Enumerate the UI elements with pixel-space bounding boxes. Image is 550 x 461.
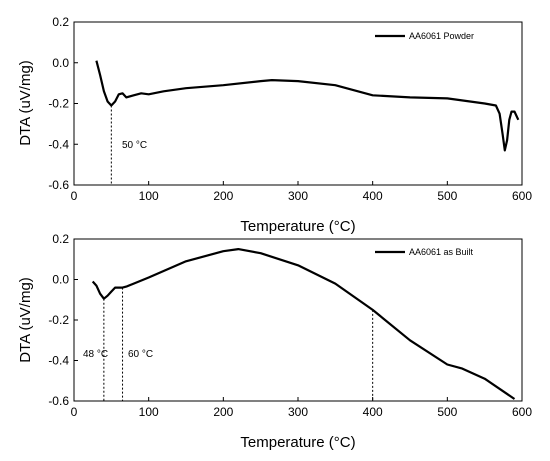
annotations: [103, 287, 374, 401]
x-tick-label: 200: [213, 405, 233, 419]
plot-frame: [73, 238, 523, 402]
x-tick-label: 0: [71, 405, 78, 419]
annotation-label-50: 50 °C: [122, 140, 147, 151]
series-line-powder: [95, 60, 520, 152]
y-axis-title: DTA (uV/mg): [17, 277, 34, 363]
y-axis-title: DTA (uV/mg): [17, 60, 34, 146]
x-tick-label: 0: [71, 189, 78, 203]
y-tick-label: 0.0: [52, 56, 69, 70]
legend: AA6061 Powder: [375, 31, 474, 41]
x-tick-label: 300: [288, 405, 308, 419]
y-tick-label: -0.2: [48, 97, 69, 111]
x-tick-label: 500: [437, 405, 457, 419]
y-tick-label: 0.0: [52, 273, 69, 287]
dta-powder-chart: 0 100 200 300 400 500 600 0.2 0.0 -0.2 -0.4 -0.6 AA…: [17, 15, 532, 235]
y-tick-label: -0.6: [48, 394, 69, 408]
series-line-as-built: [91, 248, 516, 400]
y-tick-label: -0.6: [48, 178, 69, 192]
y-tick-label: -0.4: [48, 137, 69, 151]
annotation-label-60: 60 °C: [128, 349, 153, 360]
x-tick-label: 600: [512, 189, 532, 203]
annotation-label-48: 48 °C: [83, 349, 108, 360]
y-tick-label: 0.2: [52, 232, 69, 246]
y-tick-label: -0.4: [48, 354, 69, 368]
ticks: 0 100 200 300 400 500 600 0.2 0.0 -0.2 -0.4 -0.6: [48, 232, 532, 419]
y-tick-label: 0.2: [52, 15, 69, 29]
legend-label-powder: AA6061 Powder: [409, 31, 474, 41]
x-tick-label: 400: [363, 405, 383, 419]
dta-as-built-chart: 0 100 200 300 400 500 600 0.2 0.0 -0.2 -0.4 -0.6 AA…: [17, 232, 532, 451]
x-tick-label: 100: [139, 405, 159, 419]
legend-label-as-built: AA6061 as Built: [409, 247, 474, 257]
x-axis-title: Temperature (°C): [240, 218, 355, 235]
x-tick-label: 300: [288, 189, 308, 203]
x-tick-label: 400: [363, 189, 383, 203]
ticks: 0 100 200 300 400 500 600 0.2 0.0 -0.2 -0.4 -0.6: [48, 15, 532, 203]
x-tick-label: 200: [213, 189, 233, 203]
x-axis-title: Temperature (°C): [240, 434, 355, 451]
y-tick-label: -0.2: [48, 313, 69, 327]
plot-frame: [73, 21, 523, 186]
x-tick-label: 600: [512, 405, 532, 419]
x-tick-label: 100: [139, 189, 159, 203]
x-tick-label: 500: [437, 189, 457, 203]
legend: AA6061 as Built: [375, 247, 474, 257]
